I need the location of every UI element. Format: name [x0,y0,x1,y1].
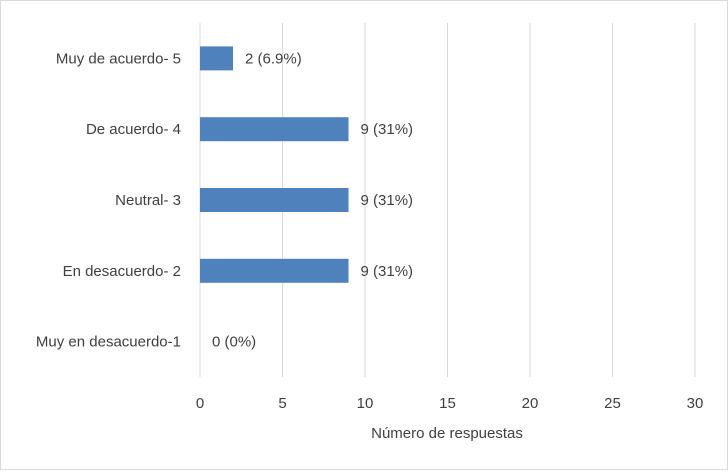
data-labels: 2 (6.9%) 9 (31%) 9 (31%) 9 (31%) 0 (0%) [212,50,413,350]
data-label: 9 (31%) [361,192,414,209]
x-tick-label: 10 [357,395,374,412]
bars [200,46,349,283]
category-label: Muy en desacuerdo-1 [36,334,181,351]
bar [200,258,349,283]
bar [200,46,233,71]
data-label: 9 (31%) [361,263,414,280]
category-labels: Muy de acuerdo- 5 De acuerdo- 4 Neutral- 3… [36,50,181,350]
x-tick-label: 20 [522,395,539,412]
x-tick-label: 30 [687,395,704,412]
x-tick-label: 0 [196,395,204,412]
x-tick-label: 5 [278,395,286,412]
x-axis-title: Número de respuestas [371,425,523,442]
gridlines [199,23,696,377]
category-label: En desacuerdo- 2 [63,263,181,280]
x-tick-labels: 0 5 10 15 20 25 30 [196,395,704,412]
x-tick-label: 25 [604,395,621,412]
data-label: 0 (0%) [212,334,256,351]
data-label: 9 (31%) [361,121,414,138]
x-tick-label: 15 [439,395,456,412]
bar [200,188,349,212]
category-label: Muy de acuerdo- 5 [56,50,181,67]
category-label: De acuerdo- 4 [86,121,181,138]
bar [200,117,349,142]
data-label: 2 (6.9%) [245,50,302,67]
category-label: Neutral- 3 [115,192,181,209]
